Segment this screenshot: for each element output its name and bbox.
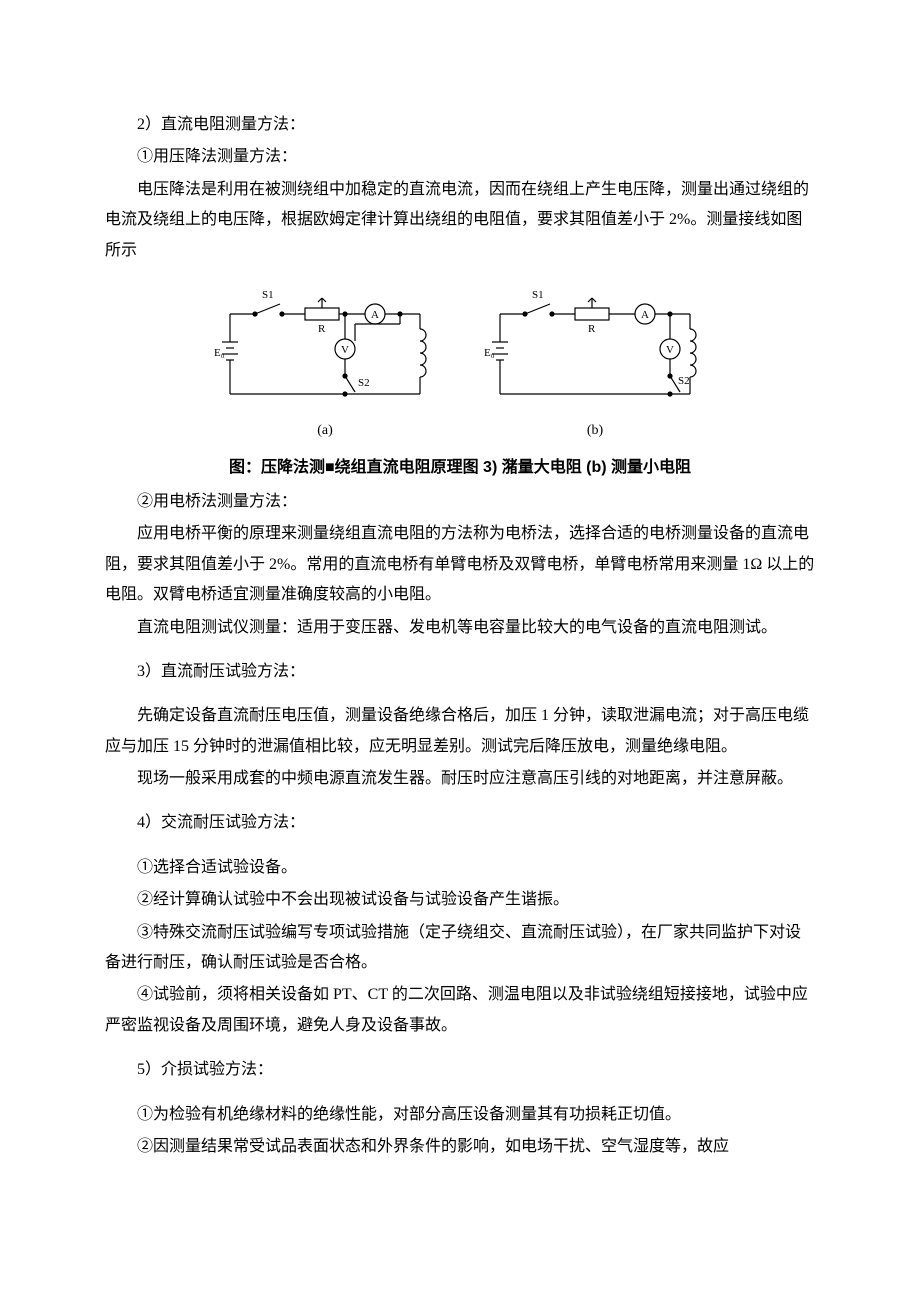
paragraph-method-2: 2）直流电阻测量方法： (105, 110, 815, 140)
paragraph-5-1: ①为检验有机绝缘材料的绝缘性能，对部分高压设备测量其有功损耗正切值。 (105, 1100, 815, 1130)
label-s1-a: S1 (262, 289, 274, 301)
paragraph-4-4: ④试验前，须将相关设备如 PT、CT 的二次回路、测温电阻以及非试验绕组短接接地… (105, 980, 815, 1041)
paragraph-2-2: ②用电桥法测量方法： (105, 487, 815, 517)
circuit-diagram-row: S1 R A (105, 284, 815, 445)
paragraph-3-desc1: 先确定设备直流耐压电压值，测量设备绝缘合格后，加压 1 分钟，读取泄漏电流；对于… (105, 701, 815, 762)
label-s2-b: S2 (678, 375, 690, 387)
circuit-b-svg: S1 R A E₀ (480, 284, 710, 414)
circuit-diagram-a: S1 R A (210, 284, 440, 445)
label-e-a: E₀ (214, 347, 225, 359)
label-s1-b: S1 (532, 289, 544, 301)
diagram-sublabel-b: (b) (480, 418, 710, 445)
label-v-b: V (666, 344, 674, 356)
label-e-b: E₀ (484, 347, 495, 359)
circuit-a-svg: S1 R A (210, 284, 440, 414)
paragraph-method-5: 5）介损试验方法： (105, 1055, 815, 1085)
label-r-b: R (588, 323, 596, 335)
diagram-caption: 图：压降法测■绕组直流电阻原理图 3) 潴量大电阻 (b) 测量小电阻 (105, 453, 815, 483)
paragraph-4-2: ②经计算确认试验中不会出现被试设备与试验设备产生谐振。 (105, 885, 815, 915)
label-s2-a: S2 (358, 377, 370, 389)
label-a-a: A (371, 309, 379, 321)
paragraph-2-2-desc: 应用电桥平衡的原理来测量绕组直流电阻的方法称为电桥法，选择合适的电桥测量设备的直… (105, 519, 815, 610)
paragraph-method-4: 4）交流耐压试验方法： (105, 808, 815, 838)
paragraph-2-instrument: 直流电阻测试仪测量：适用于变压器、发电机等电容量比较大的电气设备的直流电阻测试。 (105, 613, 815, 643)
paragraph-3-desc2: 现场一般采用成套的中频电源直流发生器。耐压时应注意高压引线的对地距离，并注意屏蔽… (105, 764, 815, 794)
label-v-a: V (341, 344, 349, 356)
paragraph-5-2: ②因测量结果常受试品表面状态和外界条件的影响，如电场干扰、空气湿度等，故应 (105, 1132, 815, 1162)
circuit-diagram-b: S1 R A E₀ (480, 284, 710, 445)
paragraph-method-3: 3）直流耐压试验方法： (105, 657, 815, 687)
label-r-a: R (318, 323, 326, 335)
paragraph-4-3: ③特殊交流耐压试验编写专项试验措施（定子绕组交、直流耐压试验），在厂家共同监护下… (105, 918, 815, 979)
paragraph-2-1: ①用压降法测量方法： (105, 142, 815, 172)
paragraph-4-1: ①选择合适试验设备。 (105, 853, 815, 883)
label-a-b: A (641, 309, 649, 321)
diagram-sublabel-a: (a) (210, 418, 440, 445)
paragraph-2-1-desc: 电压降法是利用在被测绕组中加稳定的直流电流，因而在绕组上产生电压降，测量出通过绕… (105, 175, 815, 266)
